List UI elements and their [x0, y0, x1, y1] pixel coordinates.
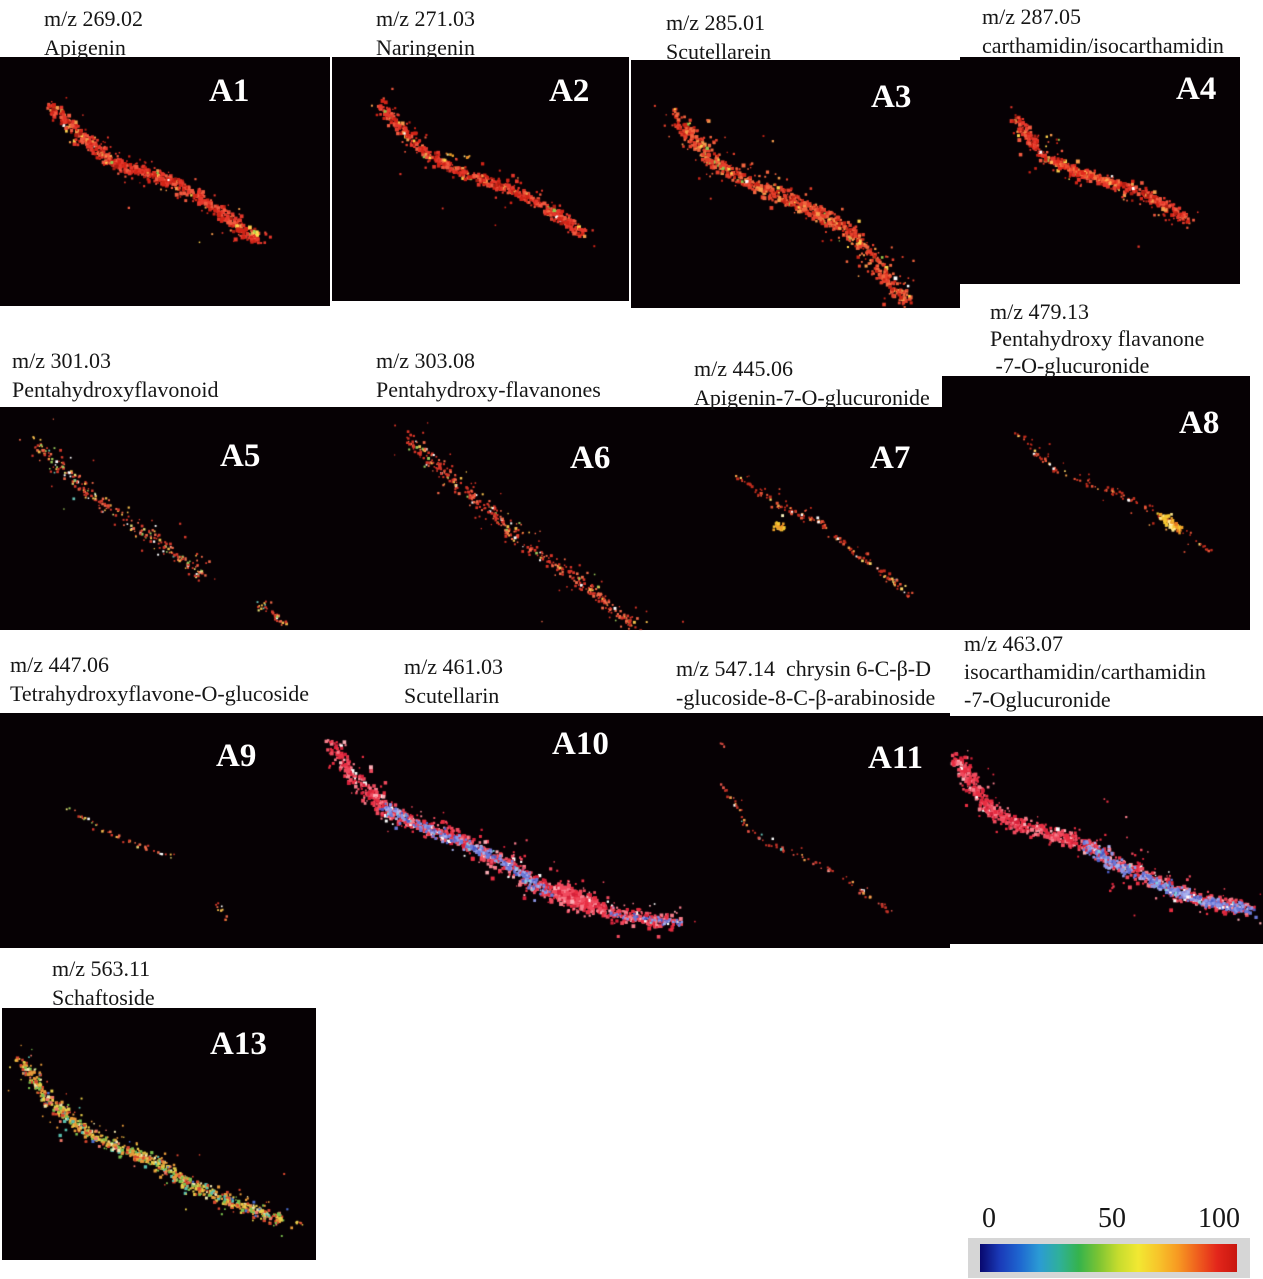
- colorbar-tick-max: 100: [1198, 1203, 1240, 1234]
- msi-panel-p7: [0, 713, 950, 948]
- panel-label-a7: A7: [870, 440, 911, 476]
- caption-c1: m/z 269.02 Apigenin: [44, 4, 143, 62]
- caption-c4: m/z 287.05 carthamidin/isocarthamidin: [982, 2, 1224, 60]
- caption-c12: m/z 463.07 isocarthamidin/carthamidin -7-O…: [964, 630, 1206, 714]
- caption-line: Pentahydroxy-flavanones: [376, 377, 601, 402]
- caption-line: m/z 269.02: [44, 6, 143, 31]
- caption-line: -7-O-glucuronide: [990, 353, 1150, 378]
- caption-line: m/z 563.11: [52, 956, 151, 981]
- caption-c3: m/z 285.01 Scutellarein: [666, 8, 771, 66]
- caption-line: Apigenin-7-O-glucuronide: [694, 385, 930, 410]
- caption-line: m/z 287.05: [982, 4, 1081, 29]
- caption-c13: m/z 563.11 Schaftoside: [52, 954, 155, 1012]
- panel-label-a4: A4: [1176, 71, 1217, 107]
- caption-line: m/z 447.06: [10, 652, 109, 677]
- caption-line: m/z 271.03: [376, 6, 475, 31]
- caption-line: -glucoside-8-C-β-arabinoside: [676, 685, 936, 710]
- panel-label-a8: A8: [1179, 405, 1220, 441]
- caption-line: Tetrahydroxyflavone-O-glucoside: [10, 681, 310, 706]
- panel-label-a6: A6: [570, 440, 611, 476]
- caption-line: m/z 463.07: [964, 631, 1063, 656]
- panel-label-a3: A3: [871, 79, 912, 115]
- caption-c8: m/z 479.13 Pentahydroxy flavanone -7-O-gl…: [990, 298, 1204, 379]
- caption-c7: m/z 445.06 Apigenin-7-O-glucuronide: [694, 354, 930, 412]
- caption-line: isocarthamidin/carthamidin: [964, 659, 1206, 684]
- caption-line: Scutellarein: [666, 39, 772, 64]
- caption-line: m/z 303.08: [376, 348, 475, 373]
- caption-c11: m/z 547.14 chrysin 6-C-β-D -glucoside-8-C…: [676, 654, 935, 712]
- msi-panel-p1: [0, 57, 330, 306]
- caption-line: Schaftoside: [52, 985, 155, 1010]
- caption-line: Pentahydroxy flavanone: [990, 326, 1205, 351]
- panel-label-a1: A1: [209, 73, 250, 109]
- caption-line: m/z 479.13: [990, 299, 1089, 324]
- panel-label-a11: A11: [868, 740, 924, 776]
- msi-panel-p5: [0, 407, 942, 630]
- caption-line: -7-Oglucuronide: [964, 687, 1111, 712]
- caption-line: Scutellarin: [404, 683, 500, 708]
- panel-label-a5: A5: [220, 438, 261, 474]
- panel-label-a13: A13: [210, 1026, 267, 1062]
- caption-line: m/z 301.03: [12, 348, 111, 373]
- caption-line: Apigenin: [44, 35, 126, 60]
- caption-line: m/z 445.06: [694, 356, 793, 381]
- caption-c6: m/z 303.08 Pentahydroxy-flavanones: [376, 346, 601, 404]
- caption-line: m/z 461.03: [404, 654, 503, 679]
- caption-c10: m/z 461.03 Scutellarin: [404, 652, 503, 710]
- caption-c2: m/z 271.03 Naringenin: [376, 4, 475, 62]
- panel-label-a2: A2: [549, 73, 590, 109]
- colorbar-tick-min: 0: [982, 1203, 996, 1234]
- panel-label-a9: A9: [216, 738, 257, 774]
- panel-label-a10: A10: [552, 726, 609, 762]
- caption-c5: m/z 301.03 Pentahydroxyflavonoid: [12, 346, 219, 404]
- caption-line: m/z 547.14 chrysin 6-C-β-D: [676, 656, 931, 681]
- colorbar-gradient: [980, 1244, 1237, 1272]
- caption-line: Pentahydroxyflavonoid: [12, 377, 219, 402]
- caption-line: Naringenin: [376, 35, 475, 60]
- msi-panel-p8: [950, 716, 1263, 944]
- caption-line: carthamidin/isocarthamidin: [982, 33, 1224, 58]
- caption-line: m/z 285.01: [666, 10, 765, 35]
- caption-c9: m/z 447.06 Tetrahydroxyflavone-O-glucosid…: [10, 650, 309, 708]
- msi-panel-p9: [2, 1008, 316, 1260]
- colorbar-tick-mid: 50: [1098, 1203, 1126, 1234]
